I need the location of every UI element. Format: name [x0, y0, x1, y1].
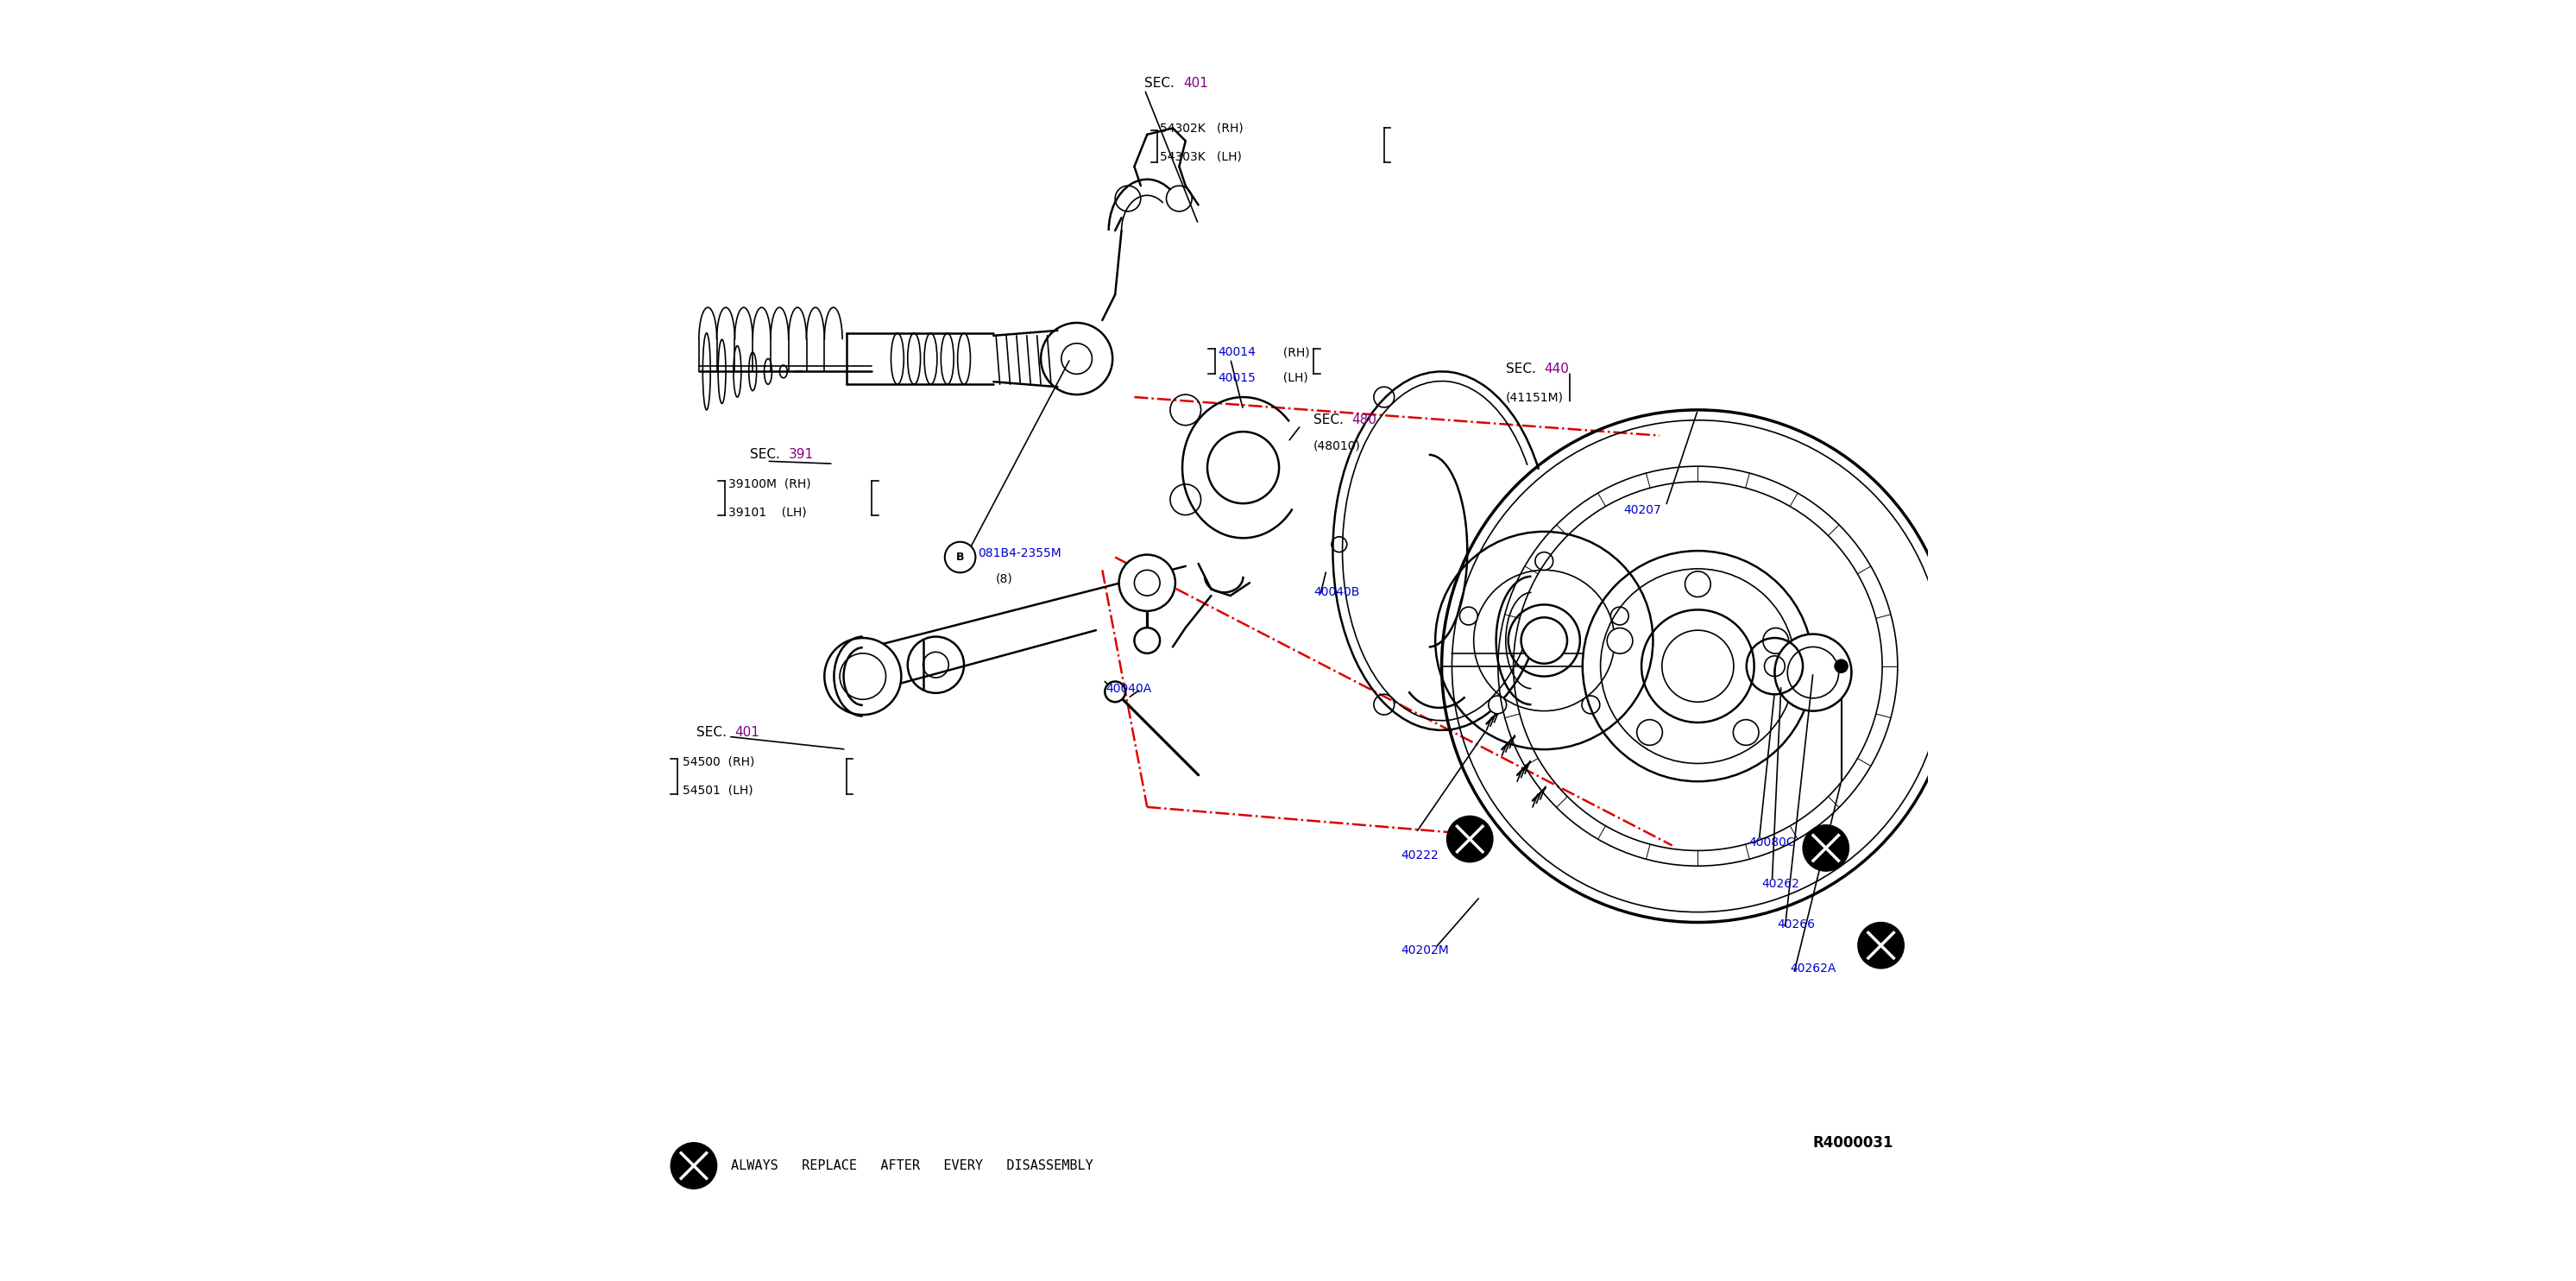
Circle shape: [824, 638, 902, 715]
Text: SEC.: SEC.: [1314, 414, 1347, 427]
Text: (RH): (RH): [1275, 346, 1309, 359]
Text: (8): (8): [997, 573, 1012, 585]
Text: 081B4-2355M: 081B4-2355M: [979, 547, 1061, 560]
Text: 40262A: 40262A: [1790, 962, 1837, 975]
Circle shape: [1535, 552, 1553, 570]
Circle shape: [1857, 922, 1904, 968]
Circle shape: [1489, 696, 1507, 714]
Text: 40262: 40262: [1762, 877, 1801, 890]
Circle shape: [945, 542, 976, 573]
Circle shape: [1610, 607, 1628, 625]
Text: 39100M  (RH): 39100M (RH): [729, 478, 811, 491]
Text: SEC.: SEC.: [1144, 77, 1180, 90]
Text: 401: 401: [1182, 77, 1208, 90]
Circle shape: [1662, 630, 1734, 702]
Text: (41151M): (41151M): [1507, 391, 1564, 404]
Text: 54500  (RH): 54500 (RH): [683, 756, 755, 769]
Text: 54501  (LH): 54501 (LH): [683, 784, 752, 797]
Text: 40202M: 40202M: [1401, 944, 1448, 957]
Text: 40040B: 40040B: [1314, 585, 1360, 598]
Text: 401: 401: [734, 726, 760, 739]
Circle shape: [1118, 555, 1175, 611]
Circle shape: [1520, 617, 1566, 664]
Text: 40080C: 40080C: [1749, 836, 1795, 849]
Circle shape: [1834, 660, 1847, 673]
Text: R4000031: R4000031: [1814, 1135, 1893, 1150]
Circle shape: [1448, 816, 1494, 862]
Circle shape: [1636, 720, 1662, 746]
Text: SEC.: SEC.: [1507, 363, 1540, 375]
Text: 54302K   (RH): 54302K (RH): [1159, 122, 1244, 135]
Circle shape: [1461, 607, 1479, 625]
Text: 391: 391: [788, 448, 814, 461]
Circle shape: [1803, 825, 1850, 871]
Text: SEC.: SEC.: [696, 726, 732, 739]
Text: 480: 480: [1352, 414, 1378, 427]
Text: SEC.: SEC.: [750, 448, 786, 461]
Circle shape: [670, 1143, 716, 1189]
Circle shape: [1734, 720, 1759, 746]
Circle shape: [1762, 628, 1788, 653]
Text: (LH): (LH): [1275, 371, 1309, 384]
Text: 40266: 40266: [1777, 918, 1816, 931]
Text: 39101    (LH): 39101 (LH): [729, 506, 806, 519]
Circle shape: [1775, 634, 1852, 711]
Circle shape: [1607, 628, 1633, 653]
Text: 40040A: 40040A: [1105, 683, 1151, 696]
Text: 40014: 40014: [1218, 346, 1255, 359]
Text: 40222: 40222: [1401, 849, 1437, 862]
Text: 440: 440: [1543, 363, 1569, 375]
Circle shape: [1133, 628, 1159, 653]
Circle shape: [1105, 681, 1126, 702]
Circle shape: [1685, 571, 1710, 597]
Text: ALWAYS   REPLACE   AFTER   EVERY   DISASSEMBLY: ALWAYS REPLACE AFTER EVERY DISASSEMBLY: [732, 1159, 1092, 1172]
Text: 40207: 40207: [1623, 503, 1662, 516]
Circle shape: [1582, 696, 1600, 714]
Text: 40015: 40015: [1218, 371, 1255, 384]
Text: 54303K   (LH): 54303K (LH): [1159, 150, 1242, 163]
Text: (48010): (48010): [1314, 439, 1360, 452]
Text: B: B: [956, 552, 963, 562]
